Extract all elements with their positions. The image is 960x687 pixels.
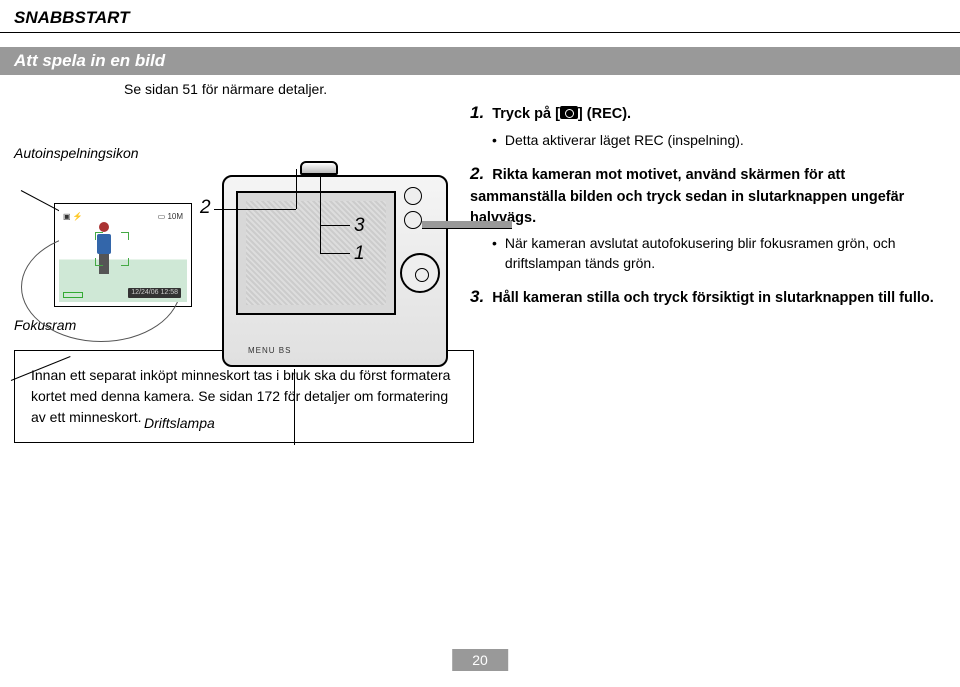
step-1: 1. Tryck på [ ] (REC). Detta aktiverar lä… <box>470 101 936 150</box>
camera-menu-label: MENU BS <box>248 346 291 355</box>
diagram-num-3: 3 <box>354 215 365 237</box>
step-3: 3. Håll kameran stilla och tryck försikt… <box>470 285 936 310</box>
step-bullet: När kameran avslutat autofokusering blir… <box>492 233 936 274</box>
focus-bracket-icon <box>95 232 103 240</box>
camera-buttons <box>404 187 438 235</box>
steps-column: 1. Tryck på [ ] (REC). Detta aktiverar lä… <box>470 97 946 322</box>
preview-topicons: ▭ 10M <box>158 212 183 221</box>
diagram-num-2: 2 <box>200 197 211 219</box>
leader-line <box>214 209 296 210</box>
preview-topicons: ▣ ⚡ <box>63 212 83 221</box>
section-header: SNABBSTART <box>0 0 960 33</box>
leader-line <box>320 253 350 254</box>
camera-button-icon <box>404 211 422 229</box>
camera-button-icon <box>404 187 422 205</box>
diagram-column: Autoinspelningsikon Fokusram Driftslampa… <box>14 97 454 322</box>
preview-person-icon <box>93 222 115 274</box>
preview-battery-icon <box>63 292 83 298</box>
preview-timestamp: 12/24/06 12:58 <box>128 288 181 298</box>
ref-line: Se sidan 51 för närmare detaljer. <box>0 75 960 97</box>
step-text: ] (REC). <box>578 106 631 122</box>
preview-scene: ▣ ⚡ ▭ 10M 12/24/06 12:58 <box>59 208 187 302</box>
camera-shutter <box>300 161 338 175</box>
step-text: Tryck på [ <box>492 106 560 122</box>
step-main: Rikta kameran mot motivet, använd skärme… <box>470 167 904 226</box>
content-row: Autoinspelningsikon Fokusram Driftslampa… <box>0 97 960 322</box>
lamp-leader-line <box>294 369 295 445</box>
camera-dpad-icon <box>400 253 440 293</box>
annot-drive-lamp: Driftslampa <box>144 415 215 431</box>
page-number: 20 <box>452 649 508 671</box>
step-main: Håll kameran stilla och tryck försiktigt… <box>492 290 934 306</box>
focus-bracket-icon <box>121 258 129 266</box>
step-main: Tryck på [ ] (REC). <box>492 106 631 122</box>
bullet-text: När kameran avslutat autofokusering blir… <box>505 233 936 274</box>
leader-line <box>320 225 350 226</box>
camera-diagram: MENU BS 2 3 1 ▣ ⚡ ▭ 10M <box>54 133 454 393</box>
leader-line <box>320 177 321 254</box>
step-num: 3. <box>470 287 484 306</box>
diagram-num-1: 1 <box>354 243 365 265</box>
rec-icon <box>560 106 578 119</box>
step-2: 2. Rikta kameran mot motivet, använd skä… <box>470 162 936 273</box>
leader-line <box>296 169 297 209</box>
preview-leader <box>21 190 62 212</box>
bullet-text: Detta aktiverar läget REC (inspelning). <box>505 130 744 150</box>
subtitle-bar: Att spela in en bild <box>0 47 960 75</box>
step-num: 2. <box>470 164 484 183</box>
step-num: 1. <box>470 103 484 122</box>
focus-bracket-icon <box>95 258 103 266</box>
focus-bracket-icon <box>121 232 129 240</box>
lcd-preview: ▣ ⚡ ▭ 10M 12/24/06 12:58 <box>54 203 192 307</box>
step-bullet: Detta aktiverar läget REC (inspelning). <box>492 130 936 150</box>
camera-body: MENU BS <box>222 175 448 367</box>
